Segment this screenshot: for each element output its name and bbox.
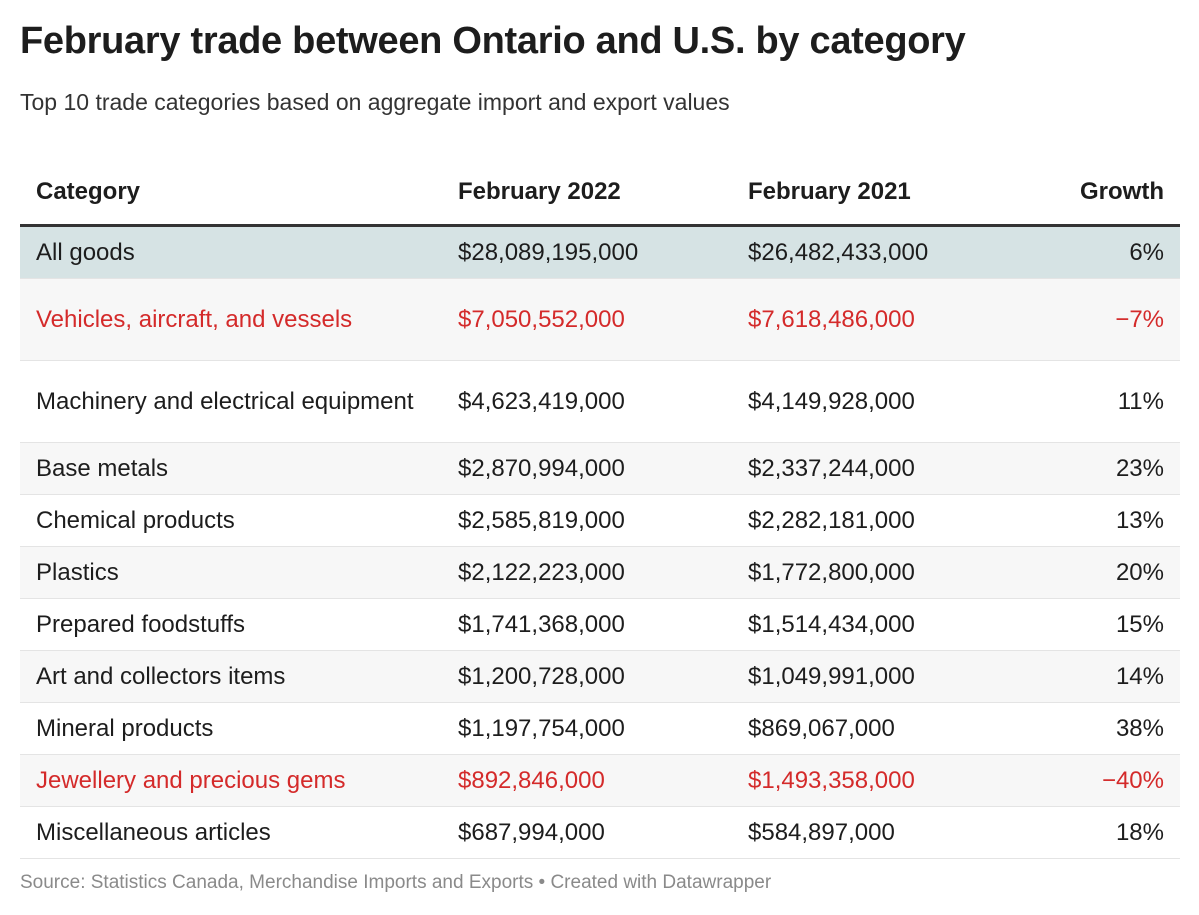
cell-category: Prepared foodstuffs [20, 598, 442, 651]
table-header-row: Category February 2022 February 2021 Gro… [20, 160, 1180, 227]
cell-feb-2022: $4,623,419,000 [442, 360, 732, 443]
cell-feb-2022: $892,846,000 [442, 754, 732, 807]
cell-feb-2022: $1,741,368,000 [442, 598, 732, 651]
cell-feb-2021: $2,337,244,000 [732, 442, 1022, 495]
cell-growth: 11% [1022, 360, 1180, 443]
table-row: Art and collectors items $1,200,728,000 $1… [20, 650, 1180, 703]
cell-feb-2021: $7,618,486,000 [732, 278, 1022, 361]
chart-title: February trade between Ontario and U.S. … [20, 20, 966, 62]
cell-feb-2021: $1,772,800,000 [732, 546, 1022, 599]
cell-growth: 20% [1022, 546, 1180, 599]
cell-category: Jewellery and precious gems [20, 754, 442, 807]
cell-category: Plastics [20, 546, 442, 599]
cell-feb-2021: $26,482,433,000 [732, 225, 1022, 279]
trade-table: Category February 2022 February 2021 Gro… [20, 160, 1180, 859]
cell-feb-2021: $1,493,358,000 [732, 754, 1022, 807]
cell-feb-2021: $4,149,928,000 [732, 360, 1022, 443]
table-row: Miscellaneous articles $687,994,000 $584,8… [20, 806, 1180, 859]
table-row: Chemical products $2,585,819,000 $2,282,18… [20, 494, 1180, 547]
cell-growth: 13% [1022, 494, 1180, 547]
cell-category: Chemical products [20, 494, 442, 547]
cell-feb-2021: $1,049,991,000 [732, 650, 1022, 703]
table-row: Jewellery and precious gems $892,846,000 $… [20, 754, 1180, 807]
column-header-feb-2022[interactable]: February 2022 [442, 160, 732, 227]
cell-category: Mineral products [20, 702, 442, 755]
cell-feb-2021: $584,897,000 [732, 806, 1022, 859]
cell-feb-2022: $687,994,000 [442, 806, 732, 859]
cell-growth: 15% [1022, 598, 1180, 651]
table-row: Machinery and electrical equipment $4,623… [20, 360, 1180, 443]
cell-growth: 38% [1022, 702, 1180, 755]
cell-feb-2022: $28,089,195,000 [442, 225, 732, 279]
table-row: Plastics $2,122,223,000 $1,772,800,000 20% [20, 546, 1180, 599]
cell-growth: −40% [1022, 754, 1180, 807]
cell-growth: 6% [1022, 225, 1180, 279]
cell-feb-2022: $2,870,994,000 [442, 442, 732, 495]
cell-feb-2021: $2,282,181,000 [732, 494, 1022, 547]
cell-feb-2021: $1,514,434,000 [732, 598, 1022, 651]
table-row: Base metals $2,870,994,000 $2,337,244,000 2… [20, 442, 1180, 495]
cell-feb-2022: $1,200,728,000 [442, 650, 732, 703]
chart-subtitle: Top 10 trade categories based on aggrega… [20, 89, 730, 115]
cell-category: Base metals [20, 442, 442, 495]
cell-category: Art and collectors items [20, 650, 442, 703]
table-row: Mineral products $1,197,754,000 $869,067,0… [20, 702, 1180, 755]
column-header-category[interactable]: Category [20, 160, 442, 227]
table-row: Prepared foodstuffs $1,741,368,000 $1,514,… [20, 598, 1180, 651]
cell-feb-2022: $7,050,552,000 [442, 278, 732, 361]
cell-category: Machinery and electrical equipment [20, 360, 442, 443]
column-header-feb-2021[interactable]: February 2021 [732, 160, 1022, 227]
table-row: Vehicles, aircraft, and vessels $7,050,55… [20, 278, 1180, 361]
cell-category: Miscellaneous articles [20, 806, 442, 859]
cell-feb-2021: $869,067,000 [732, 702, 1022, 755]
cell-growth: 14% [1022, 650, 1180, 703]
cell-growth: −7% [1022, 278, 1180, 361]
cell-feb-2022: $2,585,819,000 [442, 494, 732, 547]
cell-growth: 23% [1022, 442, 1180, 495]
cell-category: Vehicles, aircraft, and vessels [20, 278, 442, 361]
cell-growth: 18% [1022, 806, 1180, 859]
cell-category: All goods [20, 225, 442, 279]
table-row-total: All goods $28,089,195,000 $26,482,433,000 6… [20, 225, 1180, 279]
column-header-growth[interactable]: Growth [1022, 160, 1180, 227]
cell-feb-2022: $2,122,223,000 [442, 546, 732, 599]
cell-feb-2022: $1,197,754,000 [442, 702, 732, 755]
source-note: Source: Statistics Canada, Merchandise I… [20, 872, 772, 893]
